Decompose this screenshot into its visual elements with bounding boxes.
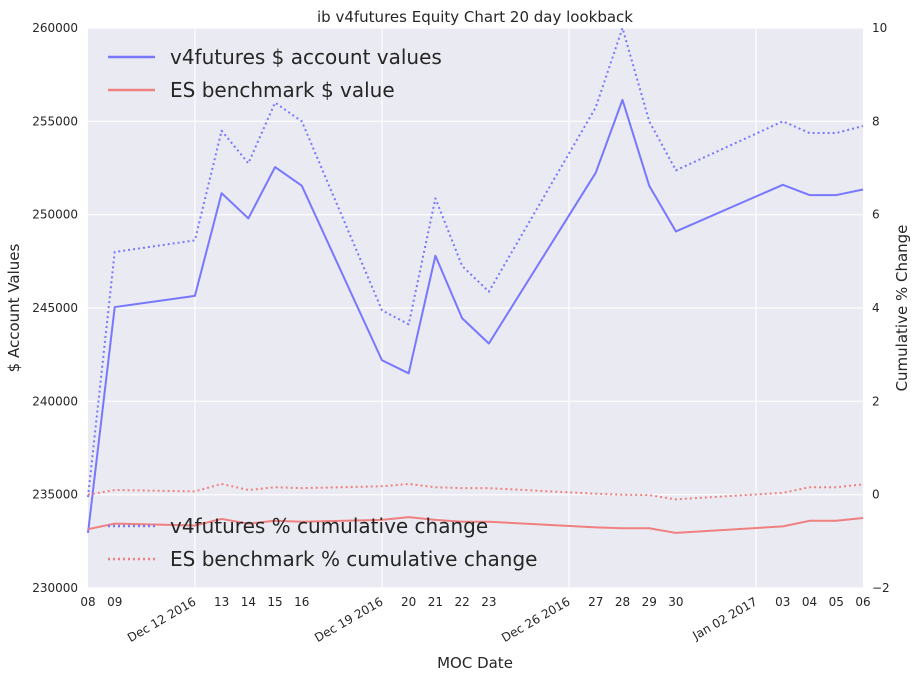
y-tick-label-left: 230000 [32,581,78,595]
y-axis-right-ticks: −2 0 2 4 6 8 10 [872,21,890,595]
series-line-es-benchmark-value [87,516,864,534]
x-tick-label-minor: 30 [668,595,683,609]
legend-label: ES benchmark % cumulative change [170,547,537,571]
y-tick-label-left: 250000 [32,208,78,222]
y-tick-label-right: 4 [872,301,880,315]
x-tick-label-major: Dec 26 2016 [499,594,572,644]
y-tick-label-right: 0 [872,488,880,502]
y-tick-label-left: 255000 [32,114,78,128]
x-tick-label-minor: 06 [855,595,870,609]
legend-label: v4futures $ account values [170,45,442,69]
x-tick-label-minor: 16 [294,595,309,609]
series-line-v4futures-account-values [87,98,864,534]
x-tick-label-major: Dec 12 2016 [125,594,198,644]
x-tick-label-minor: 21 [428,595,443,609]
y-tick-label-right: 6 [872,208,880,222]
x-tick-label-minor: 29 [642,595,657,609]
x-tick-label-minor: 20 [401,595,416,609]
y-tick-label-right: −2 [872,581,890,595]
y-tick-label-right: 8 [872,114,880,128]
x-tick-label-minor: 08 [80,595,95,609]
legend-top: v4futures $ account values ES benchmark $… [108,45,442,102]
x-axis-label: MOC Date [437,654,513,672]
x-tick-label-minor: 04 [802,595,817,609]
x-tick-label-minor: 27 [588,595,603,609]
y-tick-label-left: 245000 [32,301,78,315]
y-tick-label-left: 235000 [32,488,78,502]
x-tick-label-minor: 09 [107,595,122,609]
x-tick-label-minor: 23 [481,595,496,609]
series-line-es-benchmark-cumulative-change [87,482,864,501]
x-axis-ticks: 08 09 13 14 15 16 20 21 22 23 27 28 29 30 03 04 05 06 Dec … [80,594,870,644]
y-axis-left-ticks: 230000 235000 240000 245000 250000 255000 2600… [32,21,78,595]
legend-label: ES benchmark $ value [170,78,395,102]
legend-label: v4futures % cumulative change [170,514,488,538]
chart-title: ib v4futures Equity Chart 20 day lookbac… [317,8,633,26]
x-tick-label-minor: 03 [775,595,790,609]
y-tick-label-left: 260000 [32,21,78,35]
series-lines [87,27,864,534]
x-tick-label-minor: 15 [267,595,282,609]
x-tick-label-minor: 28 [615,595,630,609]
y-tick-label-right: 2 [872,394,880,408]
y-tick-label-left: 240000 [32,394,78,408]
x-tick-label-major: Jan 02 2017 [689,594,759,643]
y-axis-right-label: Cumulative % Change [893,225,911,392]
x-tick-label-minor: 14 [241,595,256,609]
x-tick-label-major: Dec 19 2016 [312,594,385,644]
y-axis-left-label: $ Account Values [5,243,23,372]
x-tick-label-minor: 05 [829,595,844,609]
y-tick-label-right: 10 [872,21,887,35]
legend-bottom: v4futures % cumulative change ES benchmar… [108,514,537,571]
x-tick-label-minor: 13 [214,595,229,609]
x-tick-label-minor: 22 [454,595,469,609]
